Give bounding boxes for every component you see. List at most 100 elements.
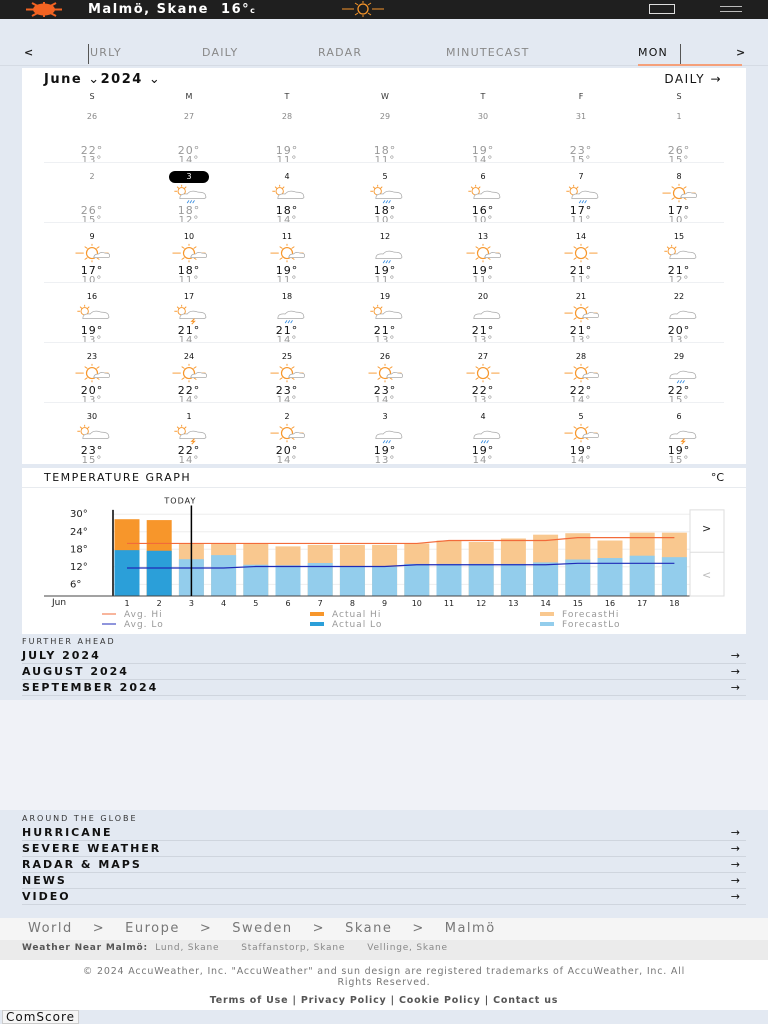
calendar-day[interactable]: 20 21° 13°: [433, 284, 533, 346]
calendar-day[interactable]: 21 21° 13°: [531, 284, 631, 346]
calendar-day[interactable]: 30 23° 15°: [42, 404, 142, 466]
nearby-location-link[interactable]: Staffanstorp, Skane: [241, 943, 346, 953]
calendar-day[interactable]: 14 21° 11°: [531, 224, 631, 286]
further-ahead-link[interactable]: SEPTEMBER 2024 →: [22, 680, 746, 696]
low-temp: 14°: [178, 455, 200, 466]
calendar-day[interactable]: 17 21° 14°: [139, 284, 239, 346]
calendar-day[interactable]: 2 26° 15°: [42, 164, 142, 226]
arrow-right-icon: →: [730, 874, 742, 887]
graph-prev-button[interactable]: <: [702, 568, 711, 581]
globe-link[interactable]: HURRICANE →: [22, 825, 746, 841]
mostly-sunny-icon: [466, 243, 501, 263]
globe-link[interactable]: RADAR & MAPS →: [22, 857, 746, 873]
mostly-sunny-icon: [270, 363, 305, 383]
day-number: 17: [183, 292, 195, 301]
sun-thunder-icon: [174, 304, 207, 325]
calendar-day[interactable]: 8 17° 10°: [629, 164, 729, 226]
calendar-day[interactable]: 28 22° 14°: [531, 344, 631, 406]
calendar-day[interactable]: 27 20° 14°: [139, 104, 239, 166]
calendar-day[interactable]: 1 26° 15°: [629, 104, 729, 166]
calendar-day[interactable]: 26 22° 13°: [42, 104, 142, 166]
calendar-day[interactable]: 13 19° 11°: [433, 224, 533, 286]
globe-link[interactable]: NEWS →: [22, 873, 746, 889]
tab-radar[interactable]: RADAR: [318, 46, 363, 59]
footer-link[interactable]: Terms of Use: [209, 995, 289, 1006]
footer-link[interactable]: Contact us: [493, 995, 559, 1006]
calendar-day[interactable]: 18 21° 14°: [237, 284, 337, 346]
calendar-day[interactable]: 24 22° 14°: [139, 344, 239, 406]
menu-icon[interactable]: [720, 6, 742, 12]
calendar-day[interactable]: 22 20° 13°: [629, 284, 729, 346]
tab-minutecast[interactable]: MINUTECAST: [446, 46, 530, 59]
location-temp[interactable]: Malmö, Skane 16°c: [88, 2, 256, 17]
nearby-location-link[interactable]: Vellinge, Skane: [367, 943, 448, 953]
calendar-day[interactable]: 1 22° 14°: [139, 404, 239, 466]
graph-next-button[interactable]: >: [702, 522, 711, 535]
calendar-day[interactable]: 26 23° 14°: [335, 344, 435, 406]
calendar-day[interactable]: 4 19° 14°: [433, 404, 533, 466]
footer-link[interactable]: Cookie Policy: [399, 995, 481, 1006]
nearby-location-link[interactable]: Lund, Skane: [155, 943, 220, 953]
breadcrumb-link[interactable]: Europe: [125, 921, 180, 936]
calendar-day[interactable]: 10 18° 11°: [139, 224, 239, 286]
top-bar: Malmö, Skane 16°c: [0, 0, 768, 19]
calendar-day[interactable]: 9 17° 10°: [42, 224, 142, 286]
calendar-day[interactable]: 16 19° 13°: [42, 284, 142, 346]
calendar-day[interactable]: 11 19° 11°: [237, 224, 337, 286]
calendar-day[interactable]: 5 18° 10°: [335, 164, 435, 226]
globe-label: SEVERE WEATHER: [22, 842, 162, 855]
today-date: 3: [169, 171, 209, 183]
calendar-day[interactable]: 19 21° 13°: [335, 284, 435, 346]
weekday-header: M: [185, 92, 193, 101]
tab-daily[interactable]: DAILY: [202, 46, 239, 59]
calendar-day[interactable]: 7 17° 11°: [531, 164, 631, 226]
high-temp: 23°: [373, 384, 397, 397]
breadcrumb-link[interactable]: Skane: [345, 921, 393, 936]
low-temp: 14°: [276, 395, 298, 406]
further-ahead-link[interactable]: JULY 2024 →: [22, 648, 746, 664]
chevron-down-icon[interactable]: ⌄: [148, 72, 162, 87]
low-temp: 15°: [570, 155, 592, 166]
calendar-day[interactable]: 6 19° 15°: [629, 404, 729, 466]
graph-unit[interactable]: °C: [710, 471, 724, 484]
low-temp: 10°: [81, 275, 103, 286]
tab-hourly[interactable]: URLY: [90, 46, 122, 59]
calendar-day[interactable]: 12 19° 11°: [335, 224, 435, 286]
calendar-day[interactable]: 15 21° 12°: [629, 224, 729, 286]
daily-link[interactable]: DAILY →: [664, 72, 722, 86]
breadcrumb-link[interactable]: World: [28, 921, 73, 936]
low-temp: 13°: [668, 335, 690, 346]
month-select[interactable]: June: [44, 72, 83, 87]
footer-link[interactable]: Privacy Policy: [300, 995, 387, 1006]
calendar-day[interactable]: 5 19° 14°: [531, 404, 631, 466]
calendar-day[interactable]: 4 18° 14°: [237, 164, 337, 226]
calendar-day[interactable]: 6 16° 10°: [433, 164, 533, 226]
tab-monthly[interactable]: MON: [638, 46, 742, 66]
calendar-day[interactable]: 2 20° 14°: [237, 404, 337, 466]
further-ahead-link[interactable]: AUGUST 2024 →: [22, 664, 746, 680]
calendar-day[interactable]: 3 19° 13°: [335, 404, 435, 466]
video-icon[interactable]: [649, 4, 675, 14]
accuweather-logo-icon[interactable]: [24, 2, 64, 17]
tabs-next-button[interactable]: >: [736, 46, 747, 59]
calendar-day[interactable]: 30 19° 14°: [433, 104, 533, 166]
calendar-day[interactable]: 29 22° 15°: [629, 344, 729, 406]
calendar-day[interactable]: 28 19° 11°: [237, 104, 337, 166]
bar-forecastlo: [372, 566, 398, 596]
year-select[interactable]: 2024: [100, 72, 143, 87]
day-number: 1: [676, 112, 682, 121]
calendar-day[interactable]: 31 23° 15°: [531, 104, 631, 166]
y-tick-label: 24°: [70, 527, 88, 538]
breadcrumb-link[interactable]: Sweden: [232, 921, 293, 936]
calendar-day[interactable]: 27 22° 13°: [433, 344, 533, 406]
calendar-day[interactable]: 23 20° 13°: [42, 344, 142, 406]
chevron-down-icon[interactable]: ⌄: [88, 72, 101, 87]
calendar-day[interactable]: 29 18° 11°: [335, 104, 435, 166]
calendar-day[interactable]: 3 18° 12°: [139, 164, 239, 226]
calendar-day[interactable]: 25 23° 14°: [237, 344, 337, 406]
day-number: 12: [379, 232, 391, 241]
tabs-prev-button[interactable]: <: [24, 46, 35, 59]
breadcrumb-link[interactable]: Malmö: [444, 921, 496, 936]
globe-link[interactable]: VIDEO →: [22, 889, 746, 905]
globe-link[interactable]: SEVERE WEATHER →: [22, 841, 746, 857]
